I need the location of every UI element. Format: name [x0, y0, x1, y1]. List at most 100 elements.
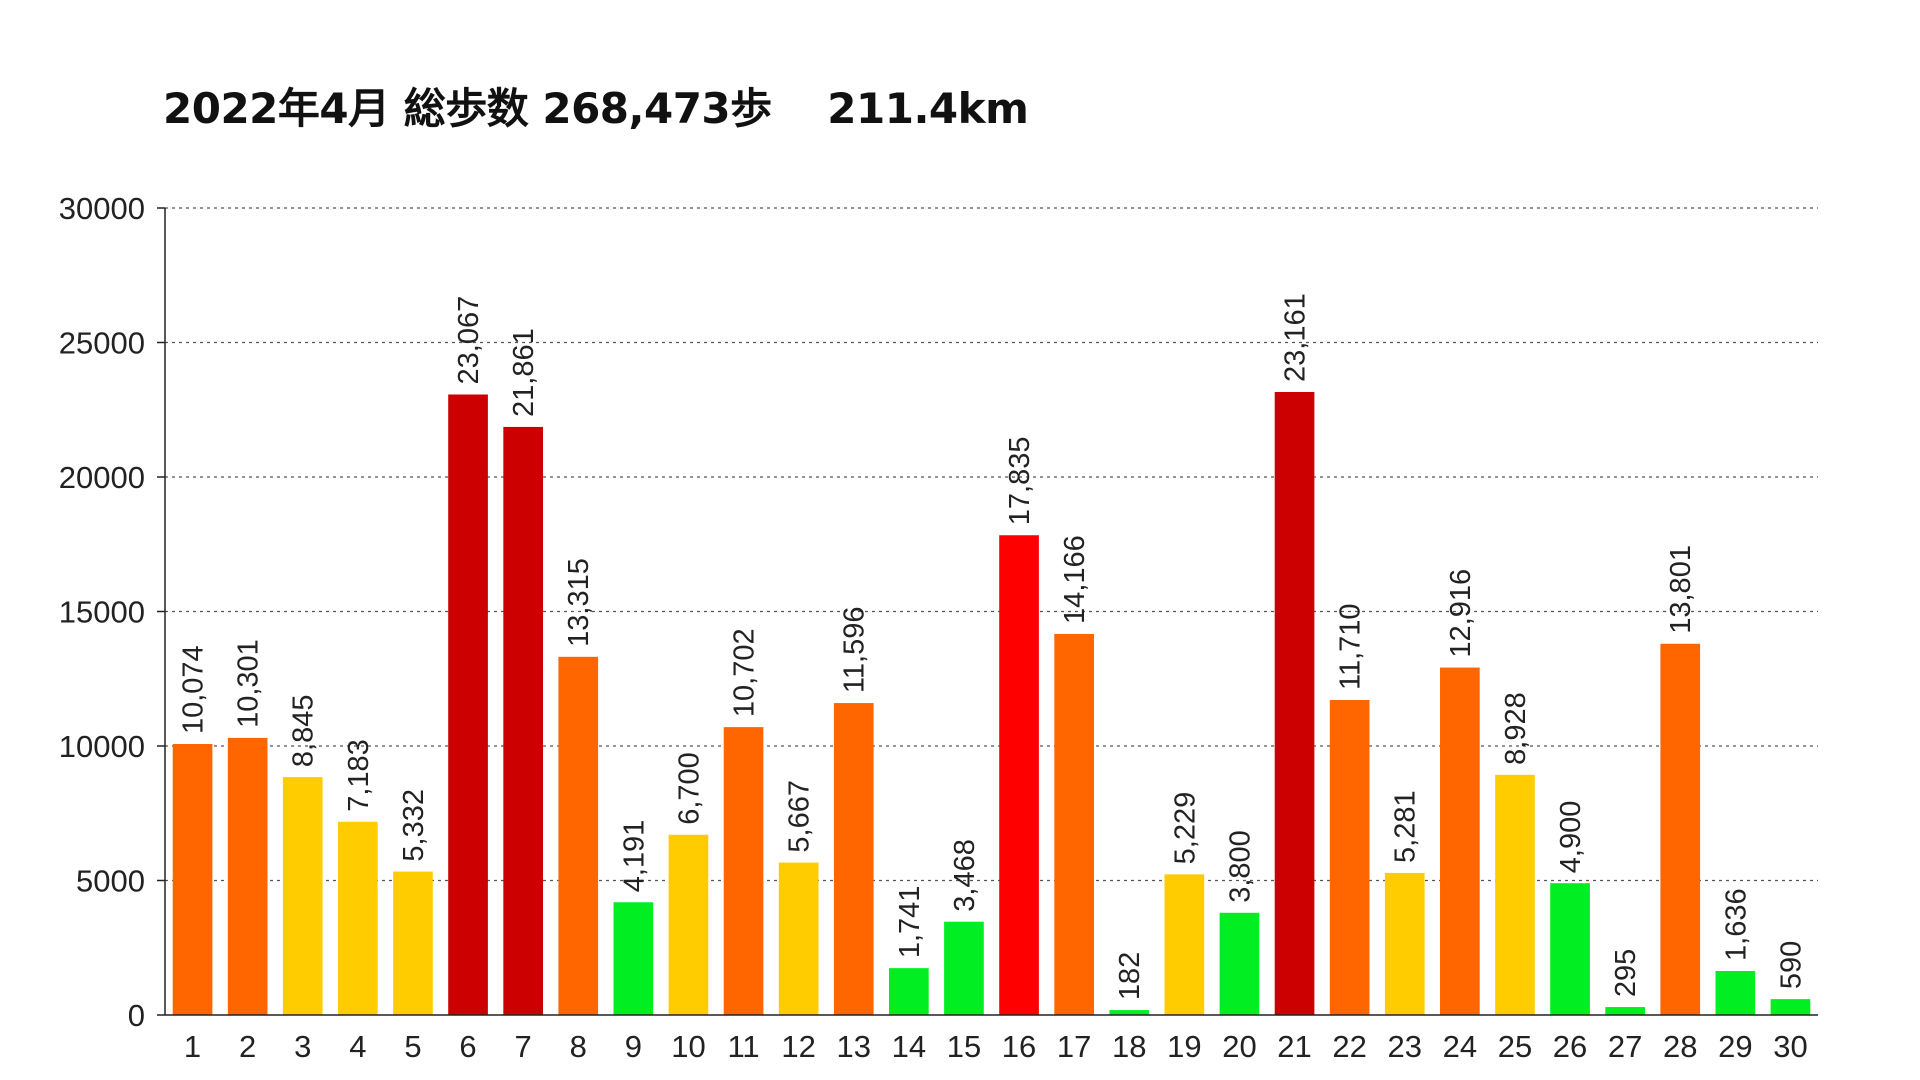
bar: [1219, 912, 1260, 1015]
x-tick-label: 12: [781, 1029, 815, 1064]
y-tick-label: 15000: [59, 595, 145, 630]
x-tick-label: 9: [625, 1029, 642, 1064]
x-tick-label: 27: [1608, 1029, 1642, 1064]
data-label: 182: [1114, 952, 1146, 1000]
bars: [172, 391, 1811, 1016]
x-tick-label: 10: [671, 1029, 705, 1064]
bar: [448, 394, 488, 1016]
bar: [503, 426, 543, 1015]
data-label: 23,067: [453, 296, 485, 385]
x-tick-label: 7: [515, 1029, 532, 1064]
data-label: 10,301: [233, 639, 265, 728]
data-label: 12,916: [1445, 569, 1477, 658]
x-tick-label: 29: [1718, 1029, 1752, 1064]
bar: [558, 656, 599, 1015]
x-tick-label: 1: [184, 1029, 201, 1064]
data-label: 6,700: [673, 752, 705, 825]
bar: [613, 902, 654, 1015]
data-label: 1,636: [1720, 888, 1752, 961]
data-label: 295: [1610, 949, 1642, 997]
bar: [1715, 970, 1756, 1015]
data-label: 4,900: [1555, 801, 1587, 874]
bar: [227, 737, 268, 1015]
x-tick-label: 15: [947, 1029, 981, 1064]
x-tick-labels: 1 2 3 4 5 6 7 8 9 10 11 12 13 14 15 16 17 18 19 20 21 22 23 24 2…: [184, 1029, 1808, 1064]
bar: [944, 921, 984, 1015]
x-tick-label: 17: [1057, 1029, 1091, 1064]
x-tick-label: 24: [1443, 1029, 1477, 1064]
data-label: 590: [1775, 941, 1807, 989]
bar: [172, 744, 213, 1015]
data-label: 13,315: [563, 558, 595, 647]
y-tick-label: 20000: [59, 460, 145, 495]
bar: [1329, 700, 1370, 1015]
bar: [1550, 883, 1590, 1015]
bar: [778, 862, 819, 1015]
data-label: 10,074: [178, 645, 210, 734]
x-tick-label: 14: [892, 1029, 926, 1064]
y-tick-label: 0: [128, 998, 145, 1033]
data-label: 8,845: [288, 694, 320, 767]
x-tick-label: 26: [1553, 1029, 1587, 1064]
y-tick-label: 5000: [76, 864, 145, 899]
y-tick-label: 30000: [59, 191, 145, 226]
bar: [668, 834, 709, 1015]
bar: [393, 871, 433, 1015]
data-label: 4,191: [618, 820, 650, 893]
y-tick-label: 25000: [59, 326, 145, 361]
bar: [1054, 633, 1094, 1015]
data-label: 14,166: [1059, 535, 1091, 624]
y-tick-labels: 0 5000 10000 15000 20000 25000 30000: [59, 191, 145, 1033]
data-labels: 10,074 10,301 8,845 7,183 5,332 23,067 21,861 1…: [178, 293, 1808, 1000]
bar: [1605, 1007, 1645, 1015]
x-tick-label: 30: [1773, 1029, 1807, 1064]
bar: [338, 821, 378, 1015]
data-label: 3,468: [949, 839, 981, 912]
bar: [1274, 391, 1315, 1015]
bar: [1660, 643, 1701, 1015]
x-tick-label: 16: [1002, 1029, 1036, 1064]
x-tick-label: 22: [1332, 1029, 1366, 1064]
data-label: 10,702: [729, 628, 761, 717]
chart-title: 2022年4月 総歩数 268,473歩 211.4km: [163, 84, 1029, 133]
y-tick-label: 10000: [59, 729, 145, 764]
data-label: 5,667: [784, 780, 816, 853]
grid-lines: [165, 207, 1818, 882]
x-tick-label: 4: [349, 1029, 366, 1064]
data-label: 5,332: [398, 789, 430, 862]
x-tick-label: 23: [1388, 1029, 1422, 1064]
data-label: 11,710: [1335, 603, 1367, 690]
bar: [723, 727, 764, 1015]
x-tick-label: 19: [1167, 1029, 1201, 1064]
x-tick-label: 3: [294, 1029, 311, 1064]
bar: [1164, 874, 1205, 1015]
data-label: 3,800: [1224, 830, 1256, 903]
x-tick-label: 18: [1112, 1029, 1146, 1064]
data-label: 23,161: [1280, 293, 1312, 382]
bar: [1384, 872, 1425, 1015]
bar: [282, 777, 323, 1015]
x-tick-label: 6: [459, 1029, 476, 1064]
bar: [999, 535, 1039, 1015]
x-tick-label: 2: [239, 1029, 256, 1064]
data-label: 5,229: [1169, 792, 1201, 865]
data-label: 11,596: [839, 607, 871, 694]
data-label: 7,183: [343, 739, 375, 812]
bar: [1440, 667, 1480, 1015]
x-tick-label: 5: [404, 1029, 421, 1064]
x-tick-label: 11: [727, 1029, 759, 1064]
bar: [833, 703, 874, 1015]
x-tick-label: 21: [1277, 1029, 1311, 1064]
x-tick-label: 13: [837, 1029, 871, 1064]
x-tick-label: 25: [1498, 1029, 1532, 1064]
data-label: 21,861: [508, 328, 540, 417]
axes: [157, 207, 1818, 1016]
x-tick-label: 8: [570, 1029, 587, 1064]
data-label: 17,835: [1004, 437, 1036, 526]
bar: [1495, 774, 1535, 1015]
bar: [1109, 1010, 1150, 1015]
data-label: 13,801: [1665, 545, 1697, 634]
data-label: 5,281: [1390, 790, 1422, 863]
data-label: 8,928: [1500, 692, 1532, 765]
